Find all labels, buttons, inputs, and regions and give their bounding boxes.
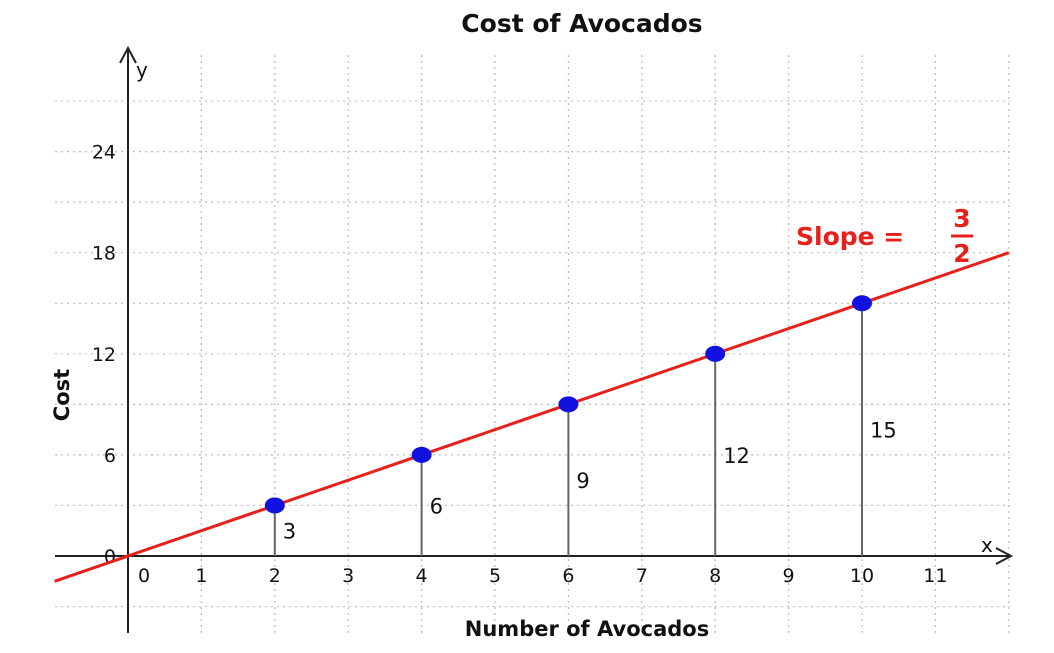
x-tick-label: 11 (923, 565, 947, 587)
data-label: 3 (283, 520, 296, 544)
data-point (852, 295, 872, 312)
x-axis-arrow (995, 547, 1014, 565)
y-tick-label: 18 (92, 243, 116, 265)
slope-denominator: 2 (953, 239, 970, 268)
y-tick-label: 12 (92, 344, 116, 366)
data-label: 15 (870, 419, 897, 443)
data-label: 12 (723, 444, 750, 468)
drop-lines (273, 303, 863, 556)
x-axis-name: x (981, 533, 993, 557)
x-tick-label: 10 (850, 565, 874, 587)
data-point (558, 396, 579, 413)
y-axis-title: Cost (50, 369, 74, 421)
chart-title: Cost of Avocados (461, 9, 702, 38)
slope-line-group (54, 251, 1010, 583)
slope-line (54, 251, 1010, 583)
data-points (264, 295, 872, 514)
slope-numerator: 3 (953, 204, 970, 233)
data-label: 6 (430, 494, 443, 518)
x-tick-label: 7 (636, 565, 648, 587)
data-point (264, 497, 285, 514)
slope-label: Slope = (796, 222, 904, 251)
data-point (411, 446, 432, 463)
y-axis-name: y (136, 58, 148, 82)
x-axis-title: Number of Avocados (465, 617, 709, 641)
x-tick-label: 0 (138, 565, 150, 587)
data-point (705, 345, 726, 362)
y-axis-arrow (119, 45, 137, 64)
x-tick-label: 8 (709, 565, 721, 587)
x-tick-label: 4 (416, 565, 428, 587)
slope-annotation: Slope = 3 2 (796, 204, 973, 268)
x-tick-label: 1 (195, 565, 207, 587)
axes (55, 45, 1014, 633)
y-tick-label: 6 (104, 445, 116, 467)
y-tick-label: 24 (92, 142, 116, 164)
x-tick-label: 6 (562, 565, 574, 587)
data-label: 9 (576, 469, 589, 493)
x-tick-label: 2 (269, 565, 281, 587)
x-tick-label: 5 (489, 565, 501, 587)
data-labels: 3 6 9 12 15 (283, 419, 897, 544)
grid (55, 55, 1010, 635)
x-tick-label: 3 (342, 565, 354, 587)
x-tick-label: 9 (783, 565, 795, 587)
